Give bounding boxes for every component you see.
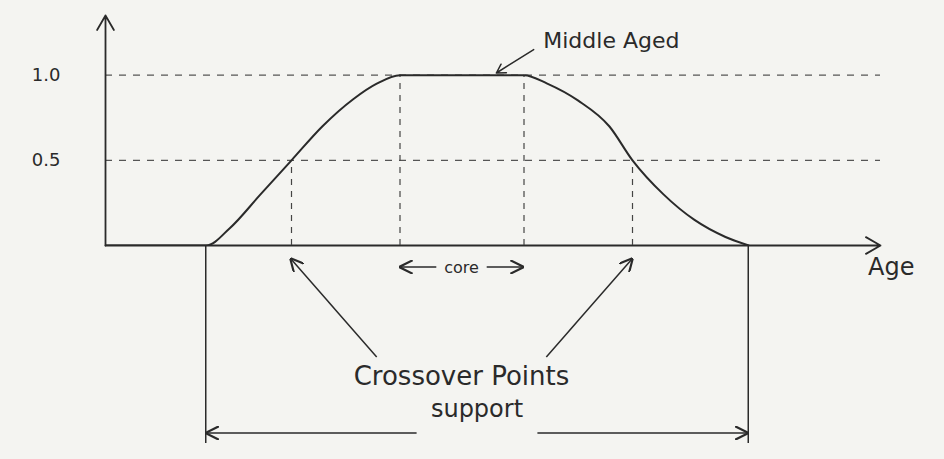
svg-text:0.5: 0.5 — [32, 149, 61, 170]
svg-text:core: core — [444, 258, 479, 277]
svg-text:support: support — [431, 395, 523, 423]
svg-text:1.0: 1.0 — [32, 64, 61, 85]
svg-text:Age: Age — [868, 253, 914, 281]
svg-text:Crossover Points: Crossover Points — [354, 361, 570, 391]
svg-text:Middle Aged: Middle Aged — [543, 28, 679, 53]
